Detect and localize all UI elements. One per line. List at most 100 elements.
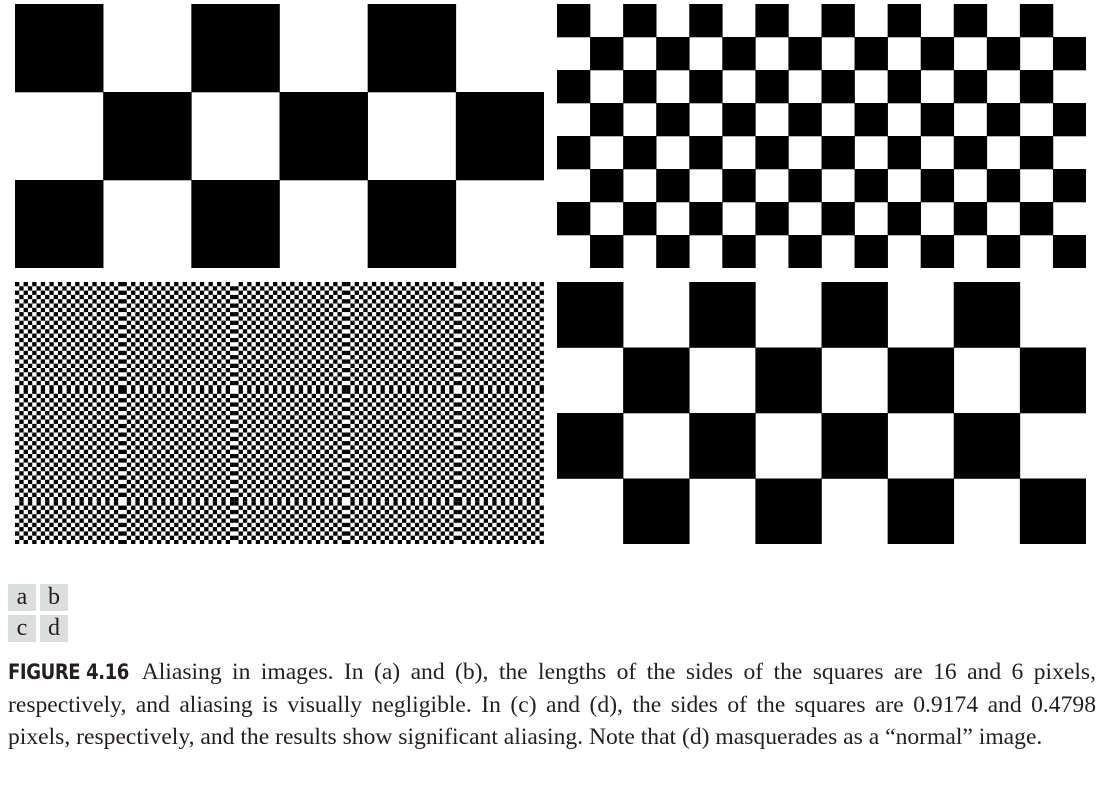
aliased-square: [509, 501, 514, 506]
aliased-square: [346, 333, 351, 338]
dark-square: [557, 202, 591, 236]
aliased-square: [212, 329, 218, 334]
aliased-square: [393, 329, 398, 334]
dark-square: [788, 169, 822, 203]
aliased-square: [191, 505, 196, 510]
aliased-square: [457, 454, 463, 459]
aliased-square: [337, 363, 342, 368]
aliased-square: [475, 337, 480, 343]
aliased-square: [118, 398, 123, 403]
aliased-square: [221, 501, 226, 506]
aliased-square: [488, 492, 493, 497]
aliased-square: [389, 505, 394, 510]
aliased-square: [337, 372, 342, 377]
aliased-square: [83, 449, 89, 454]
aliased-square: [423, 368, 428, 373]
aliased-square: [66, 307, 71, 313]
aliased-square: [23, 406, 28, 411]
aliased-square: [470, 385, 476, 390]
dark-square: [689, 202, 723, 236]
aliased-square: [350, 355, 355, 360]
aliased-square: [384, 355, 390, 360]
aliased-square: [122, 514, 127, 519]
aliased-square: [492, 337, 497, 343]
aliased-square: [505, 385, 510, 390]
aliased-square: [376, 294, 381, 300]
aliased-square: [488, 342, 493, 347]
dark-square: [656, 37, 690, 71]
aliased-square: [178, 355, 183, 360]
aliased-square: [152, 355, 157, 360]
aliased-square: [376, 428, 381, 433]
aliased-square: [440, 316, 445, 321]
dark-square: [689, 70, 723, 104]
aliased-square: [432, 368, 437, 373]
aliased-square: [453, 346, 458, 351]
aliased-square: [277, 303, 282, 308]
aliased-square: [264, 350, 269, 356]
aliased-square: [462, 449, 467, 454]
aliased-square: [539, 299, 544, 304]
aliased-square: [113, 436, 119, 442]
aliased-square: [324, 514, 329, 519]
aliased-square: [113, 355, 119, 360]
aliased-square: [260, 436, 265, 442]
aliased-square: [139, 368, 144, 373]
aliased-square: [212, 527, 218, 532]
aliased-square: [161, 419, 166, 424]
aliased-square: [457, 419, 463, 424]
aliased-square: [290, 290, 295, 295]
aliased-square: [384, 527, 390, 532]
aliased-square: [182, 282, 187, 287]
aliased-square: [255, 333, 261, 338]
aliased-square: [225, 282, 230, 287]
aliased-square: [449, 432, 454, 437]
aliased-square: [427, 488, 433, 493]
aliased-square: [113, 501, 119, 506]
dark-square: [887, 4, 921, 38]
aliased-square: [247, 316, 252, 321]
aliased-square: [49, 432, 54, 437]
aliased-square: [268, 454, 273, 459]
aliased-square: [341, 406, 347, 411]
aliased-square: [509, 518, 514, 523]
aliased-square: [45, 363, 50, 368]
aliased-square: [165, 282, 170, 287]
aliased-square: [518, 518, 523, 523]
figure-label: FIGURE 4.16: [8, 660, 129, 684]
aliased-square: [500, 346, 506, 351]
aliased-square: [27, 286, 33, 291]
aliased-square: [531, 398, 536, 403]
aliased-square: [191, 376, 196, 381]
dark-square: [755, 136, 789, 170]
aliased-square: [49, 531, 54, 536]
aliased-square: [449, 325, 454, 330]
aliased-square: [238, 307, 243, 313]
aliased-square: [96, 445, 101, 450]
aliased-square: [307, 299, 312, 304]
aliased-square: [251, 286, 256, 291]
aliased-square: [135, 380, 140, 386]
aliased-square: [324, 299, 329, 304]
aliased-square: [531, 441, 536, 446]
aliased-square: [169, 372, 175, 377]
aliased-square: [359, 286, 364, 291]
aliased-square: [496, 423, 501, 429]
aliased-square: [92, 449, 97, 454]
aliased-square: [483, 535, 488, 540]
aliased-square: [242, 488, 248, 493]
aliased-square: [376, 411, 381, 416]
aliased-square: [294, 428, 299, 433]
aliased-square: [268, 393, 273, 399]
dark-square: [623, 202, 657, 236]
aliased-square: [182, 389, 187, 394]
aliased-square: [410, 402, 415, 407]
aliased-square: [75, 333, 80, 338]
aliased-square: [96, 294, 101, 300]
aliased-square: [247, 415, 252, 420]
aliased-square: [354, 368, 359, 373]
dark-square: [623, 136, 657, 170]
aliased-square: [427, 509, 433, 515]
aliased-square: [247, 522, 252, 528]
aliased-square: [406, 290, 411, 295]
